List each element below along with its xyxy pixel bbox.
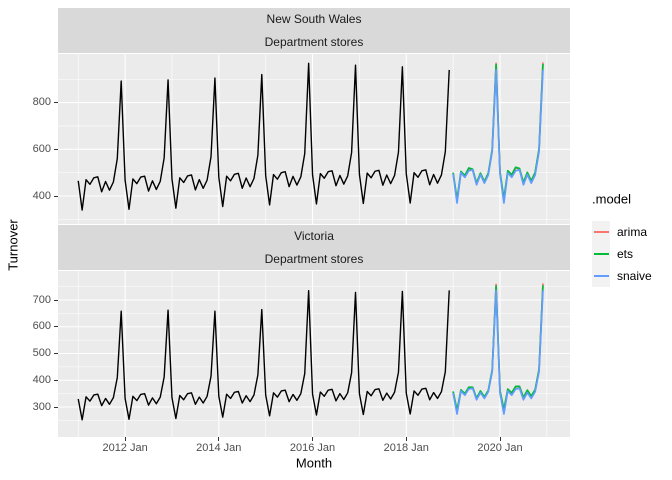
series-data-line: [77, 62, 450, 211]
x-tick-mark: [312, 437, 313, 441]
y-tick-mark: [54, 326, 58, 328]
y-tick-mark: [54, 195, 58, 197]
x-tick-mark: [124, 437, 126, 441]
series-data-line: [77, 289, 450, 421]
chart-panel-1: [58, 54, 570, 224]
legend-keyline-snaive: [593, 275, 609, 277]
chart-panel-2: [58, 271, 570, 437]
x-axis-title: Month: [295, 455, 333, 471]
y-tick-label: 800: [32, 96, 51, 109]
y-tick-label: 600: [32, 142, 51, 155]
x-tick-label: 2014 Jan: [196, 441, 242, 454]
legend: arima ets snaive: [592, 221, 672, 287]
series-snaive-line: [452, 69, 544, 204]
y-tick-label: 500: [32, 347, 51, 359]
y-tick-mark: [54, 102, 58, 104]
strip-label-state: New South Wales: [266, 12, 362, 27]
legend-key-ets: [592, 243, 610, 265]
legend-key-arima: [592, 221, 610, 243]
y-tick-mark: [54, 379, 58, 381]
x-tick-mark: [218, 437, 220, 441]
y-tick-mark: [54, 406, 58, 408]
strip-label-state: Victoria: [294, 229, 334, 244]
strip-label-industry: Department stores: [264, 251, 364, 266]
strip-label-industry: Department stores: [264, 34, 364, 49]
legend-item-snaive: snaive: [592, 265, 652, 287]
x-tick-mark: [405, 437, 407, 441]
x-tick-mark: [499, 437, 501, 441]
legend-key-snaive: [592, 265, 610, 287]
series-snaive-line: [452, 289, 544, 415]
y-tick-label: 400: [32, 373, 51, 386]
x-tick-label: 2012 Jan: [102, 441, 148, 454]
y-tick-label: 300: [32, 400, 51, 413]
panel-holder-1: [58, 54, 570, 224]
panel-holder-2: [58, 271, 570, 437]
facet-strip-2: Victoria Department stores: [58, 225, 570, 270]
legend-label-ets: ets: [617, 247, 634, 261]
y-tick-mark: [54, 353, 58, 354]
y-tick-label: 700: [32, 293, 51, 306]
x-tick-label: 2018 Jan: [383, 441, 429, 454]
legend-label-arima: arima: [617, 225, 648, 239]
y-tick-mark: [54, 299, 58, 301]
y-tick-label: 400: [32, 189, 51, 202]
x-tick-label: 2020 Jan: [477, 441, 523, 454]
legend-keyline-arima: [593, 231, 609, 233]
x-tick-label: 2016 Jan: [289, 441, 336, 454]
y-tick-label: 600: [32, 320, 51, 333]
facet-strip-1: New South Wales Department stores: [58, 8, 570, 53]
legend-item-arima: arima: [592, 221, 647, 243]
legend-item-ets: ets: [592, 243, 633, 265]
legend-keyline-ets: [593, 253, 609, 255]
legend-label-snaive: snaive: [617, 269, 652, 283]
legend-title: .model: [592, 191, 632, 207]
y-tick-mark: [54, 148, 58, 150]
